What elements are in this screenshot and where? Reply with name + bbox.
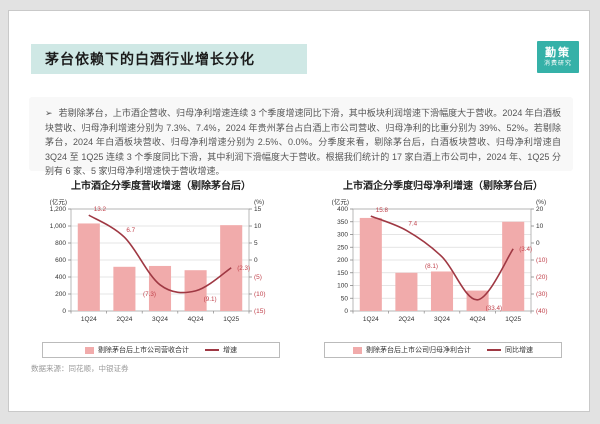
svg-text:(%): (%) (254, 199, 264, 206)
svg-text:100: 100 (337, 283, 348, 290)
svg-text:600: 600 (55, 257, 66, 264)
svg-text:(15): (15) (254, 308, 266, 315)
chart-panel-revenue: 上市酒企分季度营收增速（剔除茅台后） (亿元) (%) 1,200 1,000 800 6… (29, 177, 293, 361)
revenue-chart: (亿元) (%) 1,200 1,000 800 600 400 200 0 15 10 5 0 (5) (… (50, 197, 266, 323)
legend-item-line: 增速 (205, 345, 237, 355)
summary-text: 若剔除茅台，上市酒企营收、归母净利增速连续 3 个季度增速同比下滑，其中板块利润… (45, 108, 561, 176)
svg-text:1Q25: 1Q25 (223, 316, 239, 323)
svg-text:200: 200 (337, 257, 348, 264)
svg-text:400: 400 (55, 274, 66, 281)
svg-text:20: 20 (536, 206, 544, 213)
svg-text:1Q25: 1Q25 (505, 316, 521, 323)
brand-logo: 勤策 消费研究 (537, 41, 579, 73)
svg-text:15.8: 15.8 (376, 207, 389, 214)
svg-text:400: 400 (337, 206, 348, 213)
svg-text:2Q24: 2Q24 (398, 316, 414, 323)
data-source-note: 数据来源：同花顺，中银证券 (31, 364, 129, 373)
svg-text:1Q24: 1Q24 (363, 316, 379, 323)
legend-item-bars: 剔除茅台后上市公司营收合计 (85, 345, 189, 355)
chart-legend-revenue: 剔除茅台后上市公司营收合计 增速 (42, 342, 280, 358)
svg-text:(%): (%) (536, 199, 546, 206)
svg-text:0: 0 (344, 308, 348, 315)
svg-text:6.7: 6.7 (126, 227, 135, 234)
svg-text:300: 300 (337, 232, 348, 239)
svg-text:(40): (40) (536, 308, 548, 315)
svg-text:2Q24: 2Q24 (116, 316, 132, 323)
svg-text:1,200: 1,200 (50, 206, 67, 213)
svg-text:150: 150 (337, 270, 348, 277)
svg-text:250: 250 (337, 244, 348, 251)
svg-text:(7.3): (7.3) (143, 291, 156, 298)
svg-text:(10): (10) (254, 291, 266, 298)
svg-text:3Q24: 3Q24 (152, 316, 168, 323)
line-swatch-icon (487, 349, 501, 351)
bar-swatch-icon (353, 346, 362, 354)
brand-logo-subtitle: 消费研究 (543, 60, 572, 67)
svg-text:5: 5 (254, 240, 258, 247)
svg-text:10: 10 (254, 223, 262, 230)
summary-paragraph: ➢ 若剔除茅台，上市酒企营收、归母净利增速连续 3 个季度增速同比下滑，其中板块利… (29, 97, 573, 176)
svg-text:(30): (30) (536, 291, 548, 298)
bar-swatch-icon (85, 346, 94, 354)
legend-label-bars: 剔除茅台后上市公司归母净利合计 (366, 347, 471, 354)
svg-text:(5): (5) (254, 274, 262, 281)
svg-text:(9.1): (9.1) (204, 296, 217, 303)
svg-text:(3.4): (3.4) (519, 246, 532, 253)
legend-label-line: 增速 (223, 347, 237, 354)
svg-text:800: 800 (55, 240, 66, 247)
svg-text:(亿元): (亿元) (50, 197, 67, 206)
svg-text:13.2: 13.2 (94, 206, 107, 213)
svg-text:200: 200 (55, 291, 66, 298)
bullet-arrow-icon: ➢ (45, 108, 53, 118)
svg-text:0: 0 (254, 257, 258, 264)
report-slide: 茅台依赖下的白酒行业增长分化 勤策 消费研究 ➢ 若剔除茅台，上市酒企营收、归母净… (8, 10, 590, 412)
svg-text:1Q24: 1Q24 (81, 316, 97, 323)
svg-text:15: 15 (254, 206, 262, 213)
brand-logo-name: 勤策 (545, 46, 571, 59)
legend-item-bars: 剔除茅台后上市公司归母净利合计 (353, 345, 471, 355)
chart-title-profit: 上市酒企分季度归母净利增速（剔除茅台后） (343, 181, 543, 192)
svg-text:(8.1): (8.1) (425, 263, 438, 270)
svg-text:(10): (10) (536, 257, 548, 264)
legend-item-line: 同比增速 (487, 345, 533, 355)
svg-text:3Q24: 3Q24 (434, 316, 450, 323)
svg-text:(33.4): (33.4) (486, 305, 502, 312)
svg-text:(2.3): (2.3) (237, 265, 250, 272)
line-swatch-icon (205, 349, 219, 351)
charts-row: 上市酒企分季度营收增速（剔除茅台后） (亿元) (%) 1,200 1,000 800 6… (29, 177, 575, 363)
svg-text:4Q24: 4Q24 (188, 316, 204, 323)
chart-legend-profit: 剔除茅台后上市公司归母净利合计 同比增速 (324, 342, 562, 358)
svg-text:10: 10 (536, 223, 544, 230)
svg-text:50: 50 (341, 295, 349, 302)
svg-text:4Q24: 4Q24 (470, 316, 486, 323)
chart-panel-profit: 上市酒企分季度归母净利增速（剔除茅台后） (亿元) (%) 400 350 300 250… (311, 177, 575, 361)
svg-text:0: 0 (62, 308, 66, 315)
svg-text:(亿元): (亿元) (332, 197, 349, 206)
svg-text:(20): (20) (536, 274, 548, 281)
svg-text:1,000: 1,000 (50, 223, 67, 230)
svg-text:0: 0 (536, 240, 540, 247)
svg-text:350: 350 (337, 219, 348, 226)
profit-chart: (亿元) (%)40035030025020015010050020100(10)… (332, 197, 548, 323)
legend-label-bars: 剔除茅台后上市公司营收合计 (98, 347, 189, 354)
page-title: 茅台依赖下的白酒行业增长分化 (31, 44, 307, 74)
chart-title-revenue: 上市酒企分季度营收增速（剔除茅台后） (71, 181, 251, 192)
legend-label-line: 同比增速 (505, 347, 533, 354)
svg-text:7.4: 7.4 (408, 220, 417, 227)
